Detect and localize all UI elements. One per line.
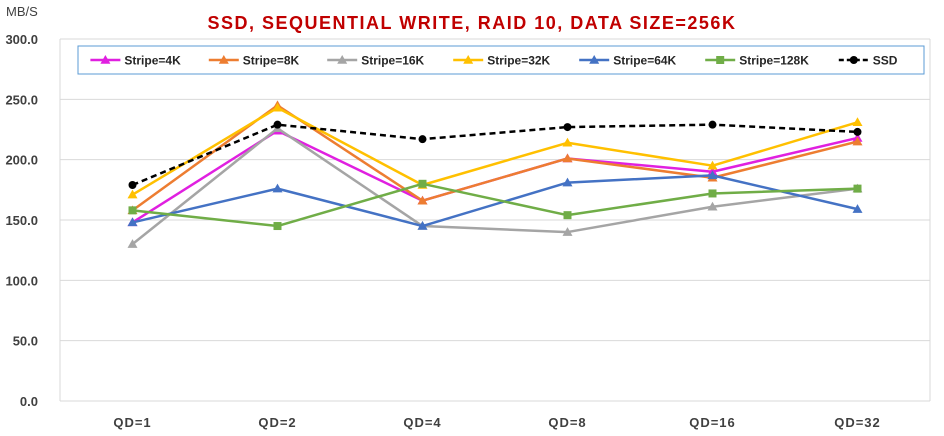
- data-point: [707, 170, 718, 180]
- legend-item: Stripe=8K: [208, 54, 300, 68]
- data-point: [128, 206, 137, 215]
- data-point: [418, 135, 427, 144]
- series-line: [132, 174, 858, 228]
- data-point: [707, 160, 718, 170]
- x-tick-label: QD=8: [548, 415, 586, 430]
- data-point: [708, 189, 717, 198]
- legend-item: Stripe=64K: [579, 54, 677, 68]
- gridlines: [59, 38, 931, 402]
- x-axis-ticks: QD=1 QD=2 QD=4 QD=8 QD=16 QD=32: [113, 415, 881, 430]
- data-point: [562, 153, 573, 163]
- series-line: [132, 182, 858, 228]
- legend-label: Stripe=128K: [739, 54, 809, 68]
- series-stripe-64k: [127, 170, 863, 230]
- y-axis-ticks: 0.0 50.0 100.0 150.0 200.0 250.0 300.0: [5, 32, 38, 409]
- data-point: [417, 195, 428, 205]
- series-lines: [127, 100, 863, 248]
- legend-label: Stripe=64K: [613, 54, 676, 68]
- y-tick-label: 200.0: [5, 153, 38, 168]
- data-point: [272, 102, 283, 112]
- legend-marker: [218, 55, 229, 64]
- x-tick-label: QD=2: [258, 415, 296, 430]
- y-tick-label: 300.0: [5, 32, 38, 47]
- y-tick-label: 0.0: [20, 394, 38, 409]
- series-stripe-32k: [127, 102, 863, 199]
- y-tick-label: 50.0: [13, 334, 38, 349]
- data-point: [708, 120, 717, 129]
- data-point: [562, 177, 573, 187]
- data-point: [128, 181, 137, 190]
- data-point: [707, 201, 718, 211]
- series-ssd: [128, 120, 862, 190]
- series-line: [132, 123, 858, 187]
- data-point: [273, 222, 282, 231]
- legend-marker: [589, 55, 600, 64]
- data-point: [562, 227, 573, 236]
- legend-marker: [463, 55, 474, 64]
- data-point: [417, 221, 428, 230]
- data-point: [127, 217, 138, 227]
- data-point: [563, 211, 572, 220]
- legend: Stripe=4K Stripe=8K Stripe=16K Stripe=32K St…: [77, 45, 925, 75]
- y-tick-label: 250.0: [5, 92, 38, 107]
- legend-item: Stripe=16K: [327, 54, 425, 68]
- y-tick-label: 100.0: [5, 273, 38, 288]
- x-tick-label: QD=16: [689, 415, 736, 430]
- legend-label: Stripe=8K: [243, 54, 300, 68]
- data-point: [127, 189, 138, 199]
- data-point: [853, 127, 862, 136]
- legend-marker: [849, 56, 858, 64]
- y-tick-label: 150.0: [5, 213, 38, 228]
- x-tick-label: QD=32: [834, 415, 881, 430]
- legend-item: Stripe=128K: [705, 54, 809, 68]
- data-point: [852, 117, 863, 127]
- series-stripe-128k: [128, 179, 862, 231]
- legend-label: Stripe=16K: [361, 54, 424, 68]
- chart-title: SSD, SEQUENTIAL WRITE, RAID 10, DATA SIZ…: [208, 13, 737, 33]
- series-line: [131, 106, 858, 196]
- series-line: [131, 127, 858, 246]
- data-point: [852, 204, 863, 213]
- legend-label: Stripe=4K: [124, 54, 181, 68]
- data-point: [563, 123, 572, 132]
- data-point: [127, 239, 138, 248]
- data-point: [273, 120, 282, 129]
- x-tick-label: QD=1: [113, 415, 151, 430]
- data-point: [852, 136, 863, 146]
- legend-item: SSD: [838, 54, 898, 68]
- legend-marker: [716, 56, 725, 64]
- y-axis-unit-label: MB/S: [6, 4, 38, 19]
- legend-item: Stripe=4K: [90, 54, 181, 68]
- legend-marker: [100, 55, 111, 64]
- x-tick-label: QD=4: [403, 415, 441, 430]
- data-point: [562, 137, 573, 147]
- legend-item: Stripe=32K: [453, 54, 551, 68]
- legend-marker: [337, 55, 348, 64]
- legend-label: SSD: [873, 54, 898, 68]
- data-point: [853, 184, 862, 193]
- data-point: [418, 179, 427, 188]
- data-point: [272, 183, 283, 193]
- legend-label: Stripe=32K: [487, 54, 550, 68]
